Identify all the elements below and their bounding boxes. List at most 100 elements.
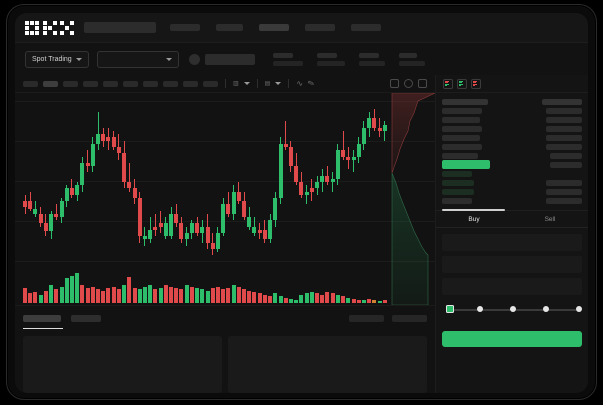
indicators-chevron-down-icon[interactable]	[243, 82, 250, 85]
orderbook-bid-row[interactable]	[442, 196, 582, 205]
pencil-icon[interactable]: ✎	[306, 77, 316, 89]
trade-form	[436, 228, 588, 327]
timeframe-4[interactable]	[83, 80, 98, 87]
slider-stop-75[interactable]	[543, 306, 549, 312]
bids-icon[interactable]	[457, 78, 467, 89]
timeframe-1[interactable]	[23, 80, 38, 87]
amount-percent-slider[interactable]	[446, 305, 582, 315]
timeframe-2[interactable]	[43, 80, 58, 87]
price-field[interactable]	[442, 256, 582, 273]
timeframe-9[interactable]	[183, 80, 198, 87]
depth-ask-area	[391, 93, 435, 174]
orderbook-ask-row[interactable]	[442, 115, 582, 124]
price-chart[interactable]	[15, 93, 435, 305]
nav-item-4[interactable]	[305, 24, 335, 31]
orderbook-bid-row[interactable]	[442, 169, 582, 178]
volume-bar	[90, 286, 95, 303]
volume-bar	[247, 290, 252, 303]
orderbook-ask-row[interactable]	[442, 106, 582, 115]
amount-field[interactable]	[442, 278, 582, 295]
trading-mode-label: Spot Trading	[32, 55, 72, 63]
volume-bar	[341, 296, 346, 303]
logo-glyph-k	[42, 20, 57, 35]
volume-bar	[80, 285, 85, 303]
volume-bar	[132, 288, 137, 303]
fullscreen-icon[interactable]	[418, 79, 427, 88]
stat-value	[398, 60, 425, 66]
orderbook-ask-row[interactable]	[442, 133, 582, 142]
timeframe-7[interactable]	[143, 80, 158, 87]
chart-type-chevron-down-icon[interactable]	[275, 82, 282, 85]
market-header: Spot Trading	[15, 43, 588, 75]
slider-stop-50[interactable]	[510, 306, 516, 312]
volume-bar	[330, 293, 335, 303]
bottom-tab-2[interactable]	[71, 314, 101, 322]
timeframe-10[interactable]	[203, 80, 218, 87]
volume-bar	[184, 285, 189, 303]
volume-bar	[268, 296, 273, 303]
timeframe-3[interactable]	[63, 80, 78, 87]
slider-handle[interactable]	[446, 305, 454, 313]
orderbook-bid-row[interactable]	[442, 187, 582, 196]
orderbook-ask-row[interactable]	[442, 151, 582, 160]
stat-value	[316, 60, 345, 66]
nav-item-2[interactable]	[216, 24, 243, 31]
bottom-action-2[interactable]	[392, 314, 427, 322]
slider-stop-100[interactable]	[576, 306, 582, 312]
orderbook-ask-row[interactable]	[442, 124, 582, 133]
volume-bar	[315, 293, 319, 303]
chart-type-icon[interactable]: ▤	[264, 80, 271, 87]
volume-bar	[106, 288, 111, 303]
volume-bar	[54, 289, 59, 303]
orderbook-display-modes	[436, 75, 588, 93]
slider-stop-25[interactable]	[477, 306, 483, 312]
volume-bar	[294, 300, 299, 303]
volume-bar	[28, 293, 33, 303]
toolbar-divider	[288, 79, 290, 88]
submit-order-button[interactable]	[442, 331, 582, 347]
orders-panel-right[interactable]	[228, 336, 427, 393]
candlestick-series	[23, 97, 388, 267]
orderbook-ask-row[interactable]	[442, 142, 582, 151]
tab-buy[interactable]: Buy	[436, 211, 512, 227]
timeframe-6[interactable]	[123, 80, 138, 87]
camera-icon[interactable]	[390, 79, 399, 88]
chevron-down-icon	[75, 57, 82, 61]
volume-bar	[85, 288, 90, 303]
nav-item-1[interactable]	[170, 24, 200, 31]
market-stat-4	[398, 52, 425, 66]
volume-bar	[226, 288, 231, 303]
tab-sell[interactable]: Sell	[512, 211, 588, 227]
indicators-icon[interactable]: ▥	[233, 80, 239, 87]
toolbar-divider	[225, 79, 226, 88]
market-stat-3	[358, 52, 385, 66]
order-type-field[interactable]	[442, 234, 582, 251]
gear-icon[interactable]	[404, 79, 413, 88]
tab-sell-label: Sell	[544, 215, 556, 223]
volume-bar	[283, 297, 288, 303]
okx-logo[interactable]	[25, 20, 74, 35]
volume-bar	[38, 294, 43, 303]
volume-bar	[158, 288, 163, 303]
timeframe-5[interactable]	[103, 80, 118, 87]
nav-item-5[interactable]	[351, 24, 381, 31]
line-tool-icon[interactable]: ∿	[296, 78, 304, 88]
nav-search-input[interactable]	[84, 22, 156, 33]
volume-bar	[127, 277, 132, 303]
bottom-action-1[interactable]	[349, 314, 384, 322]
volume-bar	[346, 297, 351, 303]
depth-chart-overlay	[391, 93, 435, 305]
volume-bar	[169, 286, 173, 303]
volume-bar	[153, 289, 158, 303]
timeframe-8[interactable]	[163, 80, 178, 87]
chart-toolbar: ▥ ▤ ∿ ✎	[15, 75, 435, 93]
nav-item-3[interactable]	[259, 24, 289, 31]
trading-mode-dropdown[interactable]: Spot Trading	[25, 50, 89, 68]
orderbook-bid-row[interactable]	[442, 178, 582, 187]
asks-icon[interactable]	[471, 78, 481, 89]
orders-panel-left[interactable]	[23, 336, 222, 393]
orderbook[interactable]	[436, 93, 588, 207]
bottom-tab-1[interactable]	[23, 314, 63, 329]
pair-select[interactable]	[96, 50, 179, 68]
both-icon[interactable]	[443, 78, 453, 89]
